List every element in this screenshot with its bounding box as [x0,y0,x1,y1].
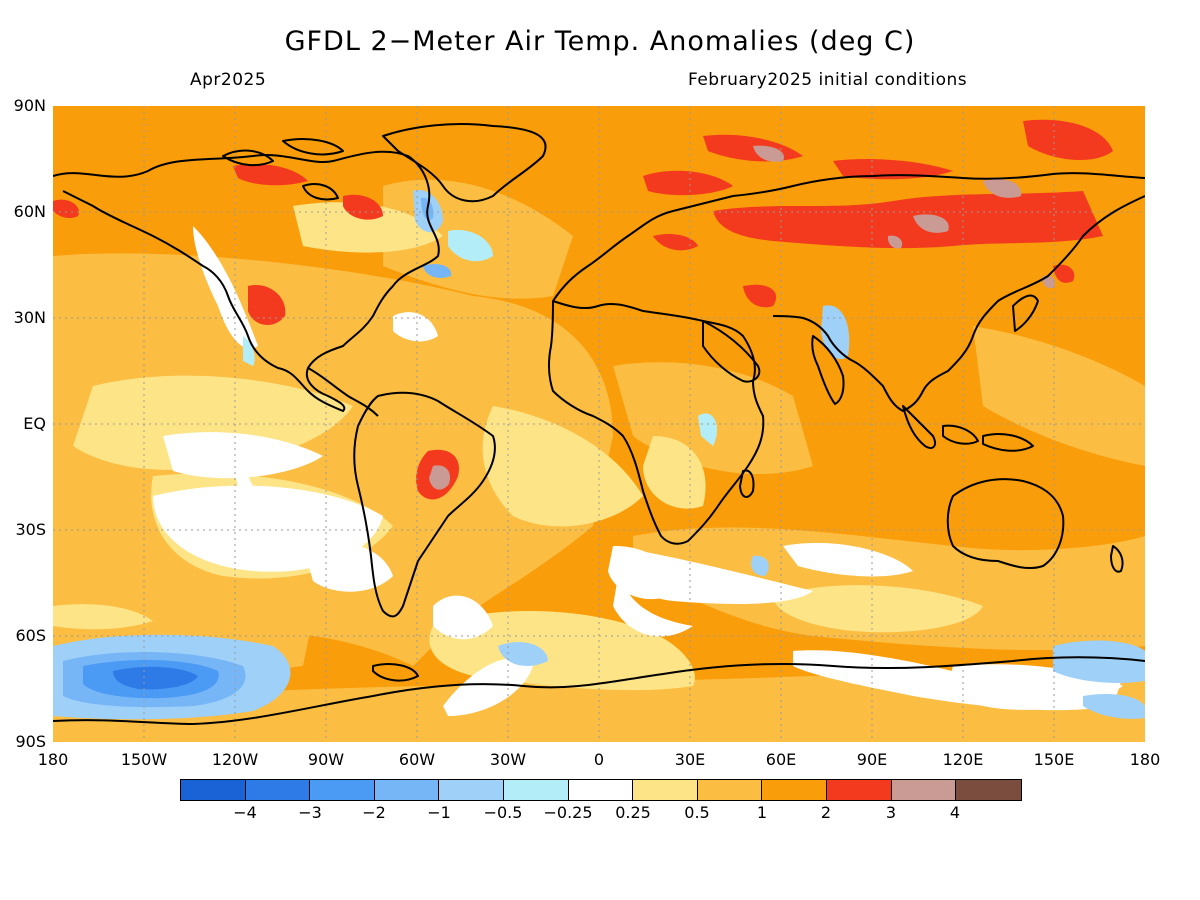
anomaly-field-neutral [153,226,1123,716]
colorbar-label: 0.25 [615,803,651,822]
colorbar-swatch [697,780,763,800]
lon-label-0: 0 [593,750,605,769]
colorbar-label: 1 [756,803,768,822]
colorbar-swatch [891,780,957,800]
lon-label-30w: 30W [489,750,527,769]
colorbar-swatch [826,780,892,800]
lon-label-60w: 60W [398,750,436,769]
lon-label-60e: 60E [765,750,797,769]
initial-conditions-label: February2025 initial conditions [688,70,968,90]
lon-label-150e: 150E [1033,750,1075,769]
colorbar-label: 4 [949,803,961,822]
colorbar-label: −4 [233,803,257,822]
map-grid [53,106,1145,742]
lat-label-eq: EQ [23,414,46,433]
colorbar-label: −0.5 [483,803,523,822]
forecast-month: Apr2025 [190,70,267,90]
colorbar-label: −0.25 [543,803,593,822]
colorbar-swatch [245,780,311,800]
lat-label-60s: 60S [15,626,46,645]
colorbar-swatch [439,780,504,800]
lon-label-180w: 180 [37,750,69,769]
map-title: GFDL 2−Meter Air Temp. Anomalies (deg C) [284,26,916,57]
colorbar-label: −2 [362,803,386,822]
lon-label-120w: 120W [211,750,259,769]
lon-label-90w: 90W [307,750,345,769]
colorbar-swatch [181,780,246,800]
lat-label-90s: 90S [15,732,46,751]
colorbar-label: −3 [298,803,322,822]
lon-label-120e: 120E [942,750,984,769]
anomaly-field-hot [53,119,1113,500]
colorbar-swatch [633,780,698,800]
colorbar-label: −1 [427,803,451,822]
colorbar-swatch [762,780,827,800]
anomaly-map [53,106,1145,742]
colorbar-swatch [374,780,440,800]
colorbar-swatch [310,780,375,800]
lat-label-60n: 60N [13,202,46,221]
colorbar [180,779,1022,801]
lat-label-30s: 30S [15,520,46,539]
anomaly-field-extreme [429,145,1055,490]
coastlines [53,123,1145,725]
colorbar-label: 3 [885,803,897,822]
colorbar-swatch [503,780,569,800]
lat-label-30n: 30N [13,308,46,327]
lon-label-30e: 30E [674,750,706,769]
lat-label-90n: 90N [13,96,46,115]
anomaly-field-cool [53,190,1145,720]
colorbar-label: 2 [820,803,832,822]
lon-label-150w: 150W [120,750,168,769]
colorbar-swatch [956,780,1021,800]
colorbar-swatch [568,780,634,800]
colorbar-label: 0.5 [684,803,710,822]
lon-label-180e: 180 [1129,750,1161,769]
lon-label-90e: 90E [856,750,888,769]
